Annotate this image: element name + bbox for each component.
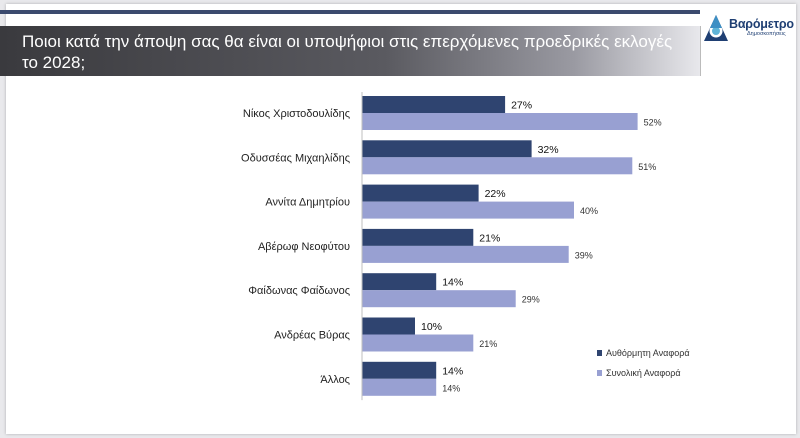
bar-spontaneous — [362, 140, 532, 158]
category-label: Αβέρωφ Νεοφύτου — [258, 241, 350, 253]
legend-label: Αυθόρμητη Αναφορά — [606, 348, 690, 358]
data-label-spontaneous: 10% — [421, 321, 442, 333]
top-rule — [0, 10, 700, 14]
title-band — [0, 26, 701, 76]
category-label: Οδυσσέας Μιχαηλίδης — [241, 152, 350, 164]
logo-subtitle: Δημοσκοπήσεις — [747, 31, 786, 37]
category-label: Ανδρέας Βύρας — [274, 330, 350, 342]
category-label: Άλλος — [320, 374, 350, 386]
slide-title: Ποιοι κατά την άποψη σας θα είναι οι υπο… — [22, 32, 673, 72]
legend-label: Συνολική Αναφορά — [606, 368, 681, 378]
bar-total — [362, 113, 638, 130]
category-label: Φαίδωνας Φαίδωνος — [248, 285, 350, 297]
data-label-spontaneous: 22% — [485, 188, 506, 200]
legend-swatch — [597, 350, 602, 356]
bar-total — [362, 157, 633, 175]
legend-swatch — [597, 370, 602, 376]
bar-spontaneous — [362, 228, 474, 246]
data-label-spontaneous: 32% — [538, 144, 559, 156]
data-label-total: 51% — [638, 162, 656, 172]
logo-name: Βαρόμετρο — [729, 17, 794, 31]
data-label-spontaneous: 21% — [479, 232, 500, 244]
bar-spontaneous — [362, 317, 415, 335]
bar-spontaneous — [362, 361, 437, 379]
data-label-spontaneous: 27% — [511, 100, 532, 112]
data-label-total: 14% — [442, 383, 460, 393]
bar-spontaneous — [362, 184, 479, 202]
bar-total — [362, 201, 574, 219]
data-label-spontaneous: 14% — [442, 365, 463, 377]
bar-spontaneous — [362, 96, 506, 113]
category-label: Νίκος Χριστοδουλίδης — [243, 108, 350, 120]
bar-total — [362, 290, 516, 308]
bar-total — [362, 334, 474, 352]
bar-total — [362, 378, 437, 396]
category-label: Αννίτα Δημητρίου — [265, 197, 350, 209]
data-label-spontaneous: 14% — [442, 277, 463, 289]
bar-total — [362, 245, 569, 263]
data-label-total: 21% — [479, 339, 497, 349]
logo: Βαρόμετρο Δημοσκοπήσεις — [703, 14, 794, 48]
data-label-total: 40% — [580, 206, 598, 216]
barometro-logo-icon — [704, 15, 728, 41]
bar-spontaneous — [362, 273, 437, 291]
data-label-total: 29% — [522, 295, 540, 305]
data-label-total: 52% — [644, 118, 662, 128]
data-label-total: 39% — [575, 250, 593, 260]
